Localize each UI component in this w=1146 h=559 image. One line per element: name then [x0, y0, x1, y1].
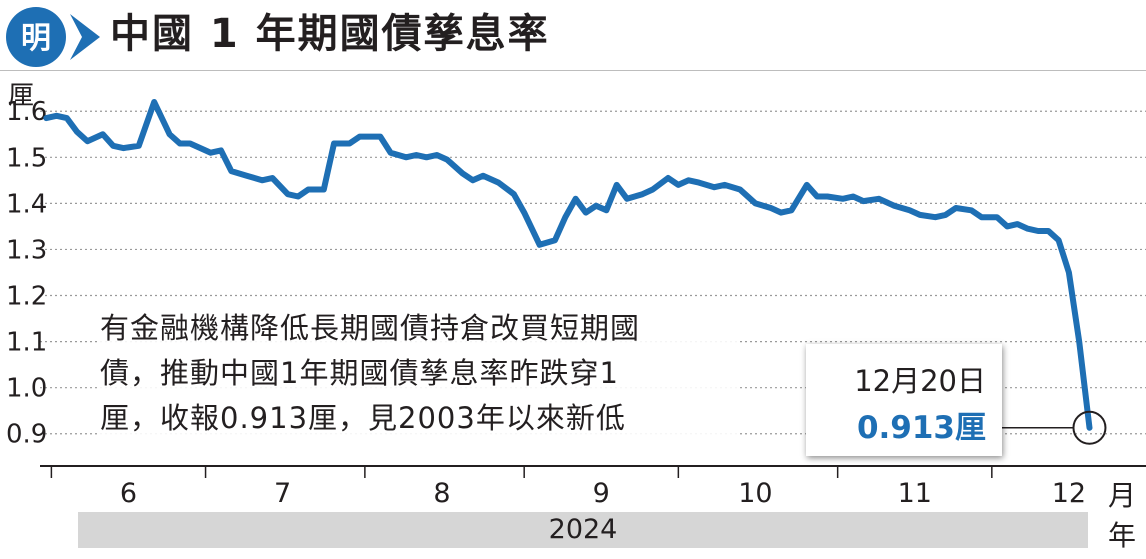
- x-tick-label: 7: [274, 478, 291, 509]
- x-tick-label: 9: [593, 478, 610, 509]
- note-line: 厘，收報0.913厘，見2003年以來新低: [100, 401, 626, 435]
- year-band: 2024: [78, 512, 1088, 548]
- latest-point-marker: [1072, 410, 1107, 445]
- y-tick-label: 1.5: [6, 143, 47, 173]
- callout-date: 12月20日: [854, 364, 986, 398]
- x-axis-ticks: 6 7 8 9 10 11 12: [50, 466, 1086, 509]
- y-tick-label: 1.2: [6, 282, 47, 312]
- y-tick-label: 1.0: [6, 374, 47, 404]
- note-line: 債，推動中國1年期國債孳息率昨跌穿1: [100, 356, 619, 390]
- logo-badge: [6, 7, 66, 67]
- note-line: 有金融機構降低長期國債持倉改買短期國: [100, 311, 641, 345]
- latest-value-callout: 12月20日 0.913厘: [806, 344, 1002, 456]
- y-axis-ticks: 1.6 1.5 1.4 1.3 1.2 1.1 1.0 0.9: [6, 97, 47, 450]
- annotation-note: 有金融機構降低長期國債持倉改買短期國 債，推動中國1年期國債孳息率昨跌穿1 厘，…: [100, 306, 740, 441]
- x-tick-label: 10: [738, 478, 772, 509]
- y-tick-label: 1.4: [6, 189, 47, 219]
- x-tick-label: 6: [120, 478, 137, 509]
- brand-logo: 明: [6, 7, 100, 67]
- x-tick-label: 12: [1052, 478, 1086, 509]
- callout-value: 0.913厘: [856, 410, 986, 446]
- x-tick-label: 11: [898, 478, 932, 509]
- x-axis-unit-label: 月: [1108, 479, 1137, 512]
- logo-arrow-icon: [70, 14, 100, 60]
- x-tick-label: 8: [433, 478, 450, 509]
- logo-text: 明: [21, 21, 51, 56]
- year-unit-label: 年: [1108, 519, 1137, 552]
- yield-series-line: [43, 99, 1093, 431]
- title-divider: [0, 70, 1146, 71]
- y-tick-label: 1.3: [6, 235, 47, 265]
- y-tick-label: 0.9: [6, 420, 47, 450]
- chart-title: 中國 1 年期國債孳息率: [110, 11, 550, 57]
- y-axis-label: 厘: [8, 81, 34, 111]
- y-tick-label: 1.6: [6, 97, 47, 127]
- y-tick-label: 1.1: [6, 328, 47, 358]
